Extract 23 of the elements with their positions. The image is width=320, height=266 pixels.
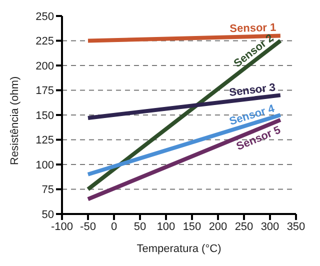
y-tick-label: 125 xyxy=(36,134,54,147)
x-tick-label: 150 xyxy=(182,220,202,233)
y-tick-label: 150 xyxy=(36,110,54,122)
x-axis-title: Temperatura (°C) xyxy=(136,243,222,255)
x-tick-label: -100 xyxy=(50,220,74,233)
y-tick-label: 225 xyxy=(36,36,54,48)
x-tick-label: 200 xyxy=(208,220,228,233)
series-label: Sensor 1 xyxy=(230,22,276,36)
x-tick-label: 300 xyxy=(260,220,280,233)
y-tick-label: 50 xyxy=(42,208,54,221)
x-tick-label: 100 xyxy=(156,220,176,233)
y-axis-title: Resistência (ohm) xyxy=(8,76,21,165)
x-tick-label: -50 xyxy=(80,220,96,233)
x-tick-label: 250 xyxy=(234,220,254,233)
y-tick-label: 200 xyxy=(36,60,54,72)
text: Sensor 3 xyxy=(228,82,276,100)
x-tick-label: 50 xyxy=(134,220,146,233)
y-tick-label: 250 xyxy=(36,10,54,23)
y-tick-label: 100 xyxy=(36,159,54,172)
y-tick-label: 175 xyxy=(36,85,54,98)
y-tick-label: 75 xyxy=(42,184,54,196)
x-tick-label: 0 xyxy=(110,220,118,233)
x-tick-label: 350 xyxy=(286,220,306,233)
